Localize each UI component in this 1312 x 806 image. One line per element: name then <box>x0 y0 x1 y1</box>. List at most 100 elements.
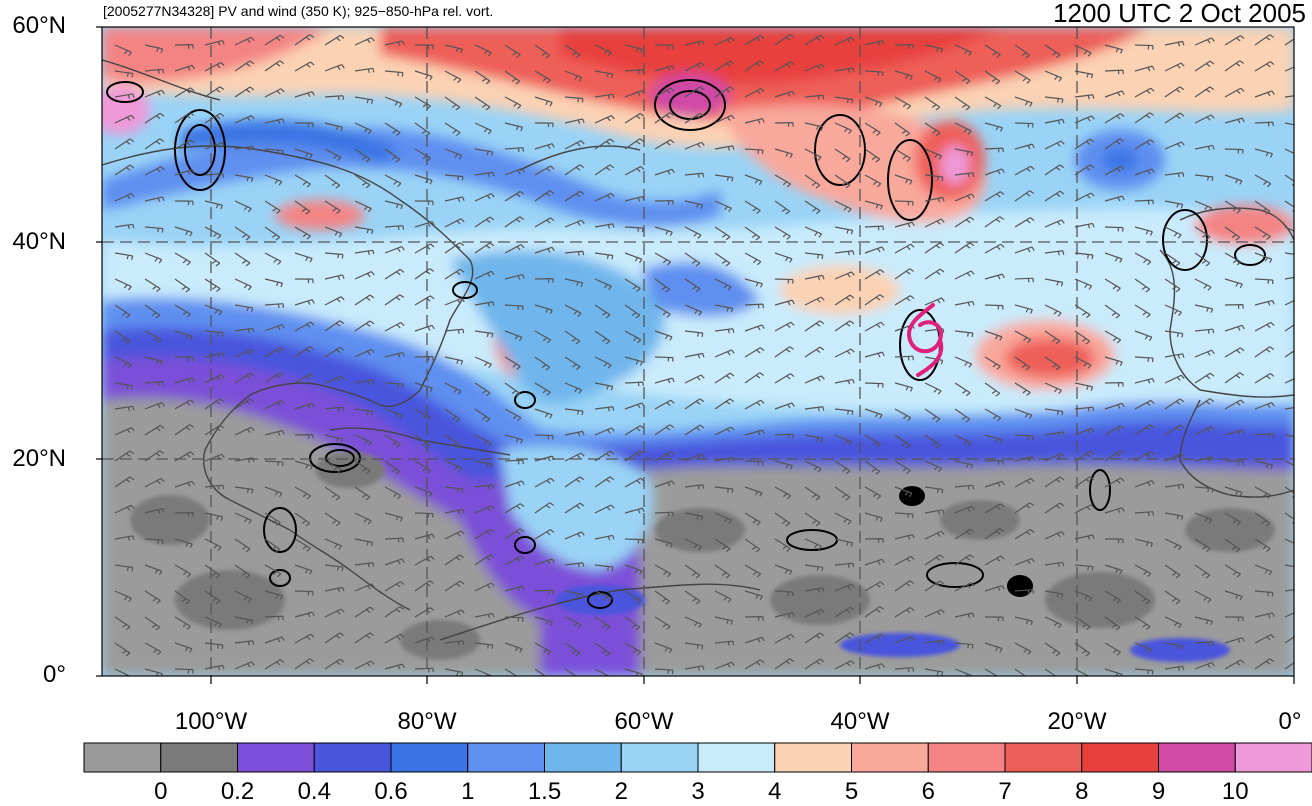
wind-barb <box>414 580 435 592</box>
wind-barb <box>924 382 942 395</box>
wind-barb <box>354 408 374 416</box>
wind-barb <box>924 434 941 449</box>
wind-barb <box>1134 616 1151 631</box>
wind-barb <box>984 168 1005 176</box>
wind-barb <box>534 668 547 676</box>
wind-barb <box>744 34 765 46</box>
wind-barb <box>774 252 793 263</box>
wind-barb <box>1284 66 1294 72</box>
wind-barb <box>744 226 761 241</box>
wind-barb <box>1044 304 1062 317</box>
wind-barb <box>714 564 731 579</box>
wind-barb <box>624 642 642 656</box>
wind-barb <box>984 44 1001 58</box>
wind-barb <box>1224 429 1245 436</box>
wind-barb <box>474 193 495 202</box>
wind-barb <box>354 348 375 358</box>
wind-barb <box>1224 512 1241 526</box>
wind-barb <box>1104 642 1121 656</box>
wind-barb <box>1224 226 1241 241</box>
wind-barb <box>744 460 764 466</box>
wind-barb <box>1164 483 1185 490</box>
wind-barb <box>1194 641 1215 647</box>
wind-barb <box>204 39 225 46</box>
wind-barb <box>804 512 821 527</box>
wind-barb <box>684 226 702 239</box>
lon-label-80w: 80°W <box>397 708 457 735</box>
wind-barb <box>744 87 765 98</box>
wind-barb <box>924 242 945 254</box>
wind-barb <box>954 612 975 619</box>
vorticity-contours <box>106 79 1266 609</box>
wind-barb <box>744 429 765 436</box>
wind-barb <box>1074 115 1095 124</box>
wind-barb <box>894 122 911 137</box>
wind-barb <box>534 330 552 344</box>
wind-barb <box>534 44 551 59</box>
wind-barb <box>654 278 671 293</box>
wind-barb <box>174 139 195 150</box>
wind-barb <box>384 70 404 77</box>
wind-barb <box>264 200 281 215</box>
wind-barb <box>174 538 193 549</box>
wind-barb <box>504 96 522 110</box>
wind-barb <box>654 511 674 517</box>
wind-barb <box>684 86 705 98</box>
lon-label-40w: 40°W <box>830 708 890 735</box>
wind-barb <box>654 200 674 205</box>
wind-barb <box>384 148 401 163</box>
colorbar-label: 0.4 <box>297 778 331 805</box>
wind-barb <box>624 590 641 604</box>
wind-barb <box>1254 512 1271 527</box>
wind-barb <box>474 242 495 254</box>
wind-barb <box>144 278 161 293</box>
wind-barb <box>774 34 795 46</box>
wind-barb <box>1284 300 1294 306</box>
wind-barb <box>1044 531 1065 540</box>
wind-barb <box>354 294 375 306</box>
wind-barb <box>384 174 402 188</box>
wind-barb <box>174 356 194 362</box>
wind-barb <box>984 96 1002 110</box>
wind-barb <box>954 528 975 540</box>
wind-barb <box>354 200 372 213</box>
wind-barb <box>294 278 314 284</box>
wind-barb <box>744 659 765 670</box>
colorbar-swatch <box>313 742 392 773</box>
wind-barb <box>174 512 194 517</box>
wind-barb <box>1074 278 1093 290</box>
lat-label-60n: 60°N <box>12 12 66 39</box>
wind-barb <box>504 480 525 488</box>
wind-barb <box>594 476 615 488</box>
wind-barb <box>684 398 705 410</box>
wind-barb <box>804 658 825 670</box>
wind-barb <box>714 538 731 553</box>
wind-barb <box>804 252 824 260</box>
wind-barb <box>714 60 735 72</box>
wind-barb <box>444 96 461 111</box>
wind-barb <box>654 65 675 72</box>
wind-barb <box>864 408 883 419</box>
wind-barb <box>804 63 825 72</box>
wind-barb <box>624 226 644 233</box>
wind-barb <box>264 278 284 288</box>
wind-barb <box>114 114 135 124</box>
wind-barb <box>504 555 525 566</box>
wind-barb <box>1014 217 1035 228</box>
wind-barb <box>114 70 134 78</box>
wind-barb <box>864 486 882 500</box>
wind-barb <box>1044 408 1064 416</box>
wind-barb <box>444 508 465 515</box>
wind-barb <box>954 270 975 280</box>
wind-barb <box>324 406 345 412</box>
wind-barb <box>834 434 853 446</box>
wind-barb <box>1104 138 1125 150</box>
wind-barb <box>1254 538 1271 553</box>
wind-barb <box>504 216 525 228</box>
wind-barb <box>474 484 495 490</box>
wind-barb <box>1164 304 1182 317</box>
wind-barb <box>654 480 675 488</box>
wind-barb <box>114 330 131 345</box>
wind-barb <box>714 590 732 603</box>
wind-barbs <box>114 34 1294 676</box>
